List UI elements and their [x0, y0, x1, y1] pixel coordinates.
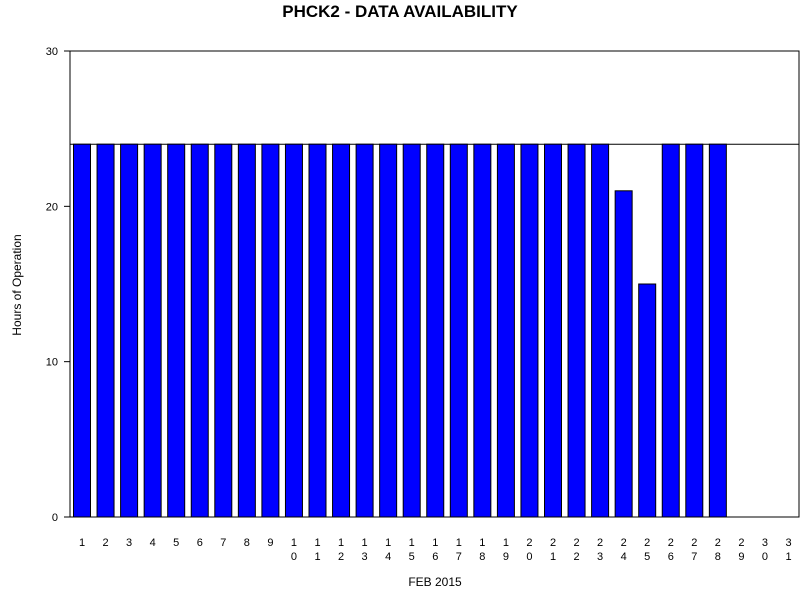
bar-day-2: [96, 143, 115, 518]
y-axis-label: Hours of Operation: [10, 234, 24, 335]
bar-day-15: [402, 143, 421, 518]
bar-day-22: [567, 143, 586, 518]
bar-day-3: [120, 143, 139, 518]
y-tick-label: 0: [52, 512, 58, 524]
x-tick-label: 7: [220, 537, 226, 549]
x-tick-label: 9: [267, 537, 273, 549]
bar-day-14: [379, 143, 398, 518]
bar-day-11: [308, 143, 327, 518]
bar-day-16: [426, 143, 445, 518]
bar-day-12: [332, 143, 351, 518]
bar-day-27: [685, 143, 704, 518]
y-tick-label: 20: [46, 201, 58, 213]
bar-day-13: [355, 143, 374, 518]
bar-day-28: [708, 143, 727, 518]
bar-day-1: [73, 143, 91, 518]
bar-day-8: [237, 143, 256, 518]
x-tick-label: 2: [102, 537, 108, 549]
x-tick-label: 6: [197, 537, 203, 549]
bar-day-21: [544, 143, 562, 518]
x-tick-label: 8: [244, 537, 250, 549]
bar-day-20: [520, 143, 539, 518]
x-tick-label: 4: [150, 537, 156, 549]
x-tick-label: 5: [173, 537, 179, 549]
chart-title: PHCK2 - DATA AVAILABILITY: [282, 2, 518, 21]
bar-day-26: [661, 143, 680, 518]
bar-day-9: [261, 143, 280, 518]
bar-day-24: [614, 190, 633, 518]
x-tick-label: 1: [79, 537, 85, 549]
bar-day-5: [167, 143, 186, 518]
bar-day-25: [638, 283, 657, 518]
bar-day-17: [449, 143, 468, 518]
bar-day-10: [284, 143, 303, 518]
bar-day-19: [496, 143, 515, 518]
x-axis-label: FEB 2015: [408, 575, 462, 589]
bar-day-18: [473, 143, 492, 518]
y-tick-label: 30: [46, 46, 58, 58]
y-tick-label: 10: [46, 357, 58, 369]
bar-day-23: [591, 143, 610, 518]
bar-day-4: [143, 143, 162, 518]
bar-day-7: [214, 143, 233, 518]
x-tick-label: 3: [126, 537, 132, 549]
bar-day-6: [190, 143, 209, 518]
